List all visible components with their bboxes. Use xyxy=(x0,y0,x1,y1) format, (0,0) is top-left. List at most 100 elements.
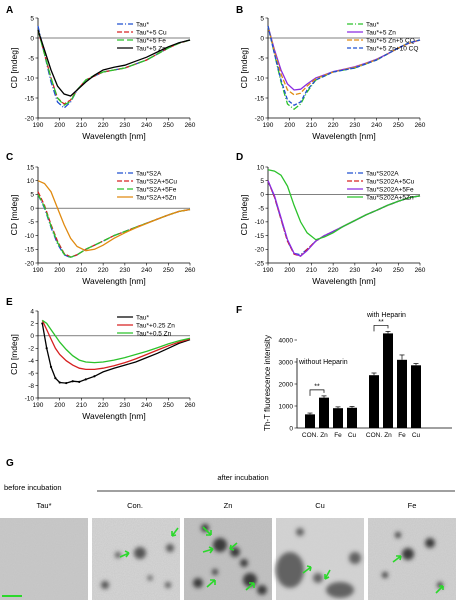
y-tick-label: 1000 xyxy=(279,403,294,410)
x-tick-label: 260 xyxy=(185,122,196,129)
y-axis-title: CD [mdeg] xyxy=(239,48,249,89)
x-axis-title: Wavelength [nm] xyxy=(82,276,145,286)
cd-chart-d: 190 200 210 220 230 240 250 260 10 5 0 -5 -10 -15 -20 -… xyxy=(239,164,426,286)
y-tick-label: 2 xyxy=(30,321,34,328)
data-point xyxy=(71,380,74,383)
x-tick-label: 220 xyxy=(328,122,339,129)
data-point xyxy=(58,381,61,384)
y-tick-label: -20 xyxy=(255,247,265,254)
series-line-1 xyxy=(41,320,191,371)
x-tick-label: 190 xyxy=(263,122,274,129)
after-incubation-label: after incubation xyxy=(217,473,268,482)
panel-label-c: C xyxy=(6,152,13,163)
cd-chart-e: 190 200 210 220 230 240 250 260 4 2 0 -2 -4 -6 -8 -10 Wa… xyxy=(9,308,196,421)
y-tick-label: -4 xyxy=(28,358,34,365)
y-tick-label: 4 xyxy=(30,308,34,315)
legend-label-1: Tau*+5 Cu xyxy=(136,29,167,36)
panel-label-b: B xyxy=(236,5,243,16)
bar xyxy=(369,375,379,428)
y-axis-title: CD [mdeg] xyxy=(239,195,249,236)
image-title-tau: Tau* xyxy=(36,501,51,510)
panel-label-e: E xyxy=(6,297,13,308)
y-tick-label: -5 xyxy=(258,55,264,62)
x-tick-label: 250 xyxy=(163,122,174,129)
category-label: CON. xyxy=(366,432,382,439)
series-line-2 xyxy=(37,194,191,258)
x-tick-label: 260 xyxy=(185,402,196,409)
y-axis-title: Th-T fluorescence intensity xyxy=(263,335,272,431)
x-tick-label: 210 xyxy=(76,402,87,409)
panel-label-a: A xyxy=(6,5,13,16)
data-point xyxy=(93,375,96,378)
y-tick-label: 3000 xyxy=(279,359,294,366)
x-tick-label: 210 xyxy=(306,122,317,129)
legend-label-0: Tau* xyxy=(366,21,379,28)
legend-label-1: Tau*S2A+5Cu xyxy=(136,178,177,185)
image-title-con: Con. xyxy=(127,501,143,510)
series-line-3 xyxy=(37,180,191,252)
y-tick-label: -10 xyxy=(255,75,265,82)
x-tick-label: 200 xyxy=(54,402,65,409)
tht-bar-chart-f: 0 1000 2000 3000 4000 Th-T fluorescence inten… xyxy=(263,312,452,439)
legend-label-0: Tau* xyxy=(136,314,149,321)
x-tick-label: 240 xyxy=(141,267,152,274)
x-tick-label: 190 xyxy=(33,122,44,129)
y-tick-label: 10 xyxy=(27,178,35,185)
y-tick-label: -15 xyxy=(25,95,35,102)
y-tick-label: 4000 xyxy=(279,337,294,344)
y-tick-label: -15 xyxy=(25,247,35,254)
y-tick-label: 5 xyxy=(260,178,264,185)
y-tick-label: 0 xyxy=(260,192,264,199)
x-tick-label: 230 xyxy=(349,267,360,274)
series-line-2 xyxy=(41,319,191,364)
bar xyxy=(383,333,393,428)
series-line-3 xyxy=(267,25,421,106)
y-tick-label: -20 xyxy=(25,260,35,267)
x-tick-label: 190 xyxy=(33,267,44,274)
legend-label-0: Tau*S202A xyxy=(366,170,399,177)
micrograph-con xyxy=(92,518,180,600)
x-tick-label: 200 xyxy=(284,267,295,274)
category-label: Zn xyxy=(320,432,328,439)
y-tick-label: -10 xyxy=(25,75,35,82)
y-axis-title: CD [mdeg] xyxy=(9,48,19,89)
x-tick-label: 240 xyxy=(141,402,152,409)
x-tick-label: 190 xyxy=(263,267,274,274)
x-tick-label: 210 xyxy=(76,122,87,129)
legend-label-2: Tau*S2A+5Fe xyxy=(136,186,177,193)
before-incubation-label: before incubation xyxy=(4,483,62,492)
y-tick-label: -15 xyxy=(255,233,265,240)
series-line-3 xyxy=(267,169,421,241)
y-tick-label: 15 xyxy=(27,164,35,171)
y-tick-label: -20 xyxy=(25,115,35,122)
x-tick-label: 220 xyxy=(98,402,109,409)
legend-label-3: Tau*S2A+5Zn xyxy=(136,194,177,201)
bar xyxy=(305,414,315,428)
x-tick-label: 230 xyxy=(119,122,130,129)
x-tick-label: 250 xyxy=(393,267,404,274)
series-line-1 xyxy=(37,191,191,258)
data-point xyxy=(49,365,53,369)
x-tick-label: 240 xyxy=(371,122,382,129)
significance-bracket xyxy=(373,325,389,332)
legend-label-3: Tau*+5 Zn xyxy=(136,45,166,52)
y-tick-label: 10 xyxy=(257,164,265,171)
image-title-cu: Cu xyxy=(315,501,325,510)
category-label: Zn xyxy=(384,432,392,439)
bar xyxy=(411,365,421,428)
x-tick-label: 220 xyxy=(328,267,339,274)
x-tick-label: 200 xyxy=(54,267,65,274)
y-tick-label: -6 xyxy=(28,370,34,377)
x-tick-label: 250 xyxy=(163,267,174,274)
x-tick-label: 200 xyxy=(54,122,65,129)
data-point xyxy=(84,378,87,381)
x-tick-label: 250 xyxy=(393,122,404,129)
series-line-3 xyxy=(37,29,191,97)
y-tick-label: -8 xyxy=(28,383,34,390)
bar xyxy=(397,359,407,428)
category-label: Cu xyxy=(348,432,357,439)
x-tick-label: 230 xyxy=(119,267,130,274)
micrograph-fe xyxy=(368,518,456,600)
legend-label-1: Tau*+0.25 Zn xyxy=(136,322,175,329)
